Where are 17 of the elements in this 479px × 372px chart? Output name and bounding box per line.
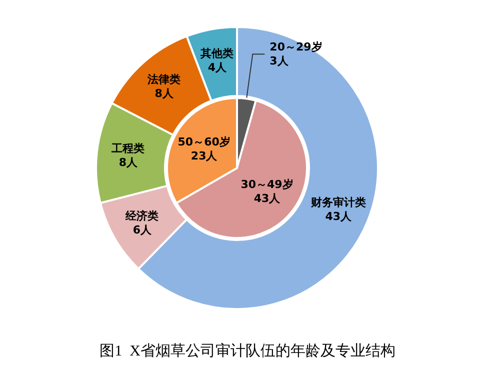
slice-label: 工程类 <box>110 142 145 156</box>
slice-label: 经济类 <box>124 209 159 222</box>
slice-label: 30～49岁 <box>240 178 294 191</box>
data-label: 4人 <box>208 60 228 74</box>
data-label: 8人 <box>118 156 139 170</box>
slice-label: 其他类 <box>200 46 234 60</box>
slice-label: 20～29岁 <box>270 40 322 54</box>
data-label: 6人 <box>132 223 152 236</box>
caption: 图1 X省烟草公司审计队伍的年龄及专业结构 <box>100 342 396 360</box>
data-label: 43人 <box>254 192 282 205</box>
data-label: 23人 <box>190 150 218 162</box>
slice-label: 财务审计类 <box>310 196 366 209</box>
data-label: 8人 <box>154 86 174 100</box>
slice-label: 法律类 <box>146 72 181 86</box>
data-label: 43人 <box>325 210 353 223</box>
data-label: 3人 <box>270 54 290 68</box>
slice-label: 50～60岁 <box>178 136 230 148</box>
